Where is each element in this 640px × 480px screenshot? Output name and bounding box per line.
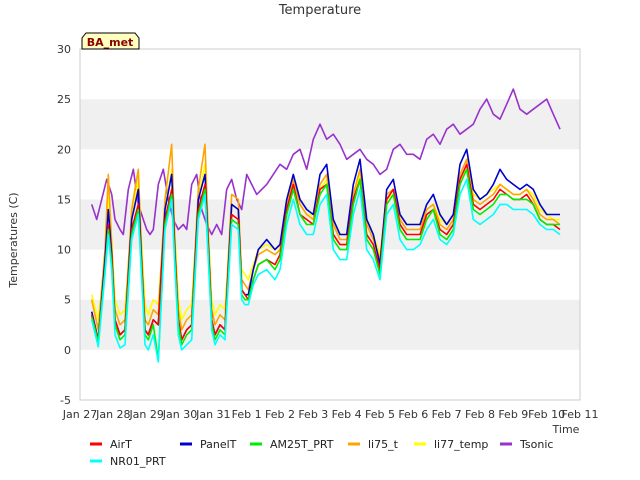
x-tick-label: Feb 5 <box>365 408 395 421</box>
y-axis-title: Temperatures (C) <box>7 192 20 288</box>
legend-item-airt: AirT <box>90 438 132 451</box>
legend-item-panelt: PanelT <box>180 438 237 451</box>
series-line-am25t-prt <box>90 168 560 361</box>
grid-band <box>80 99 580 150</box>
y-tick-label: 0 <box>64 344 71 357</box>
series-lines <box>90 88 561 363</box>
x-tick-label: Feb 8 <box>465 408 495 421</box>
legend-label: li75_t <box>368 438 399 451</box>
x-tick-label: Feb 2 <box>265 408 295 421</box>
x-tick-label: Feb 10 <box>528 408 565 421</box>
x-tick-label: Feb 9 <box>498 408 528 421</box>
x-tick-label: Feb 1 <box>232 408 262 421</box>
grid-band <box>80 249 580 300</box>
y-tick-label: 5 <box>64 294 71 307</box>
legend-label: AM25T_PRT <box>270 438 334 451</box>
y-tick-label: 10 <box>57 244 71 257</box>
x-tick-label: Feb 7 <box>432 408 462 421</box>
x-tick-label: Jan 28 <box>95 408 130 421</box>
station-badge: BA_met <box>81 32 140 50</box>
legend-label: PanelT <box>200 438 237 451</box>
x-axis-title: Time <box>552 423 580 436</box>
y-tick-label: 15 <box>57 193 71 206</box>
x-tick-label: Feb 11 <box>562 408 599 421</box>
series-line-li75-t <box>90 143 561 331</box>
x-tick-label: Jan 29 <box>128 408 163 421</box>
legend-item-li77-temp: li77_temp <box>414 438 488 451</box>
legend-item-tsonic: Tsonic <box>500 438 553 451</box>
legend: AirT PanelT AM25T_PRT li75_t li77_temp Tsonic… <box>90 438 553 468</box>
plot-frame <box>79 48 581 401</box>
y-tick-label: -5 <box>60 394 71 407</box>
badge-box <box>81 32 140 50</box>
grid-band <box>80 349 580 400</box>
chart-title: Temperature <box>278 3 361 18</box>
legend-label: AirT <box>110 438 132 451</box>
x-tick-label: Feb 3 <box>298 408 328 421</box>
series-line-tsonic <box>90 88 561 236</box>
legend-item-nr01-prt: NR01_PRT <box>90 455 166 468</box>
legend-item-am25t-prt: AM25T_PRT <box>250 438 334 451</box>
series-line-nr01-prt <box>90 178 561 363</box>
badge-label: BA_met <box>87 36 134 49</box>
grid-band <box>80 49 580 100</box>
x-tick-label: Jan 27 <box>62 408 97 421</box>
x-tick-label: Jan 31 <box>195 408 230 421</box>
legend-label: NR01_PRT <box>110 455 166 468</box>
x-tick-label: Jan 30 <box>162 408 197 421</box>
legend-label: Tsonic <box>519 438 553 451</box>
grid-band <box>80 299 580 350</box>
y-axis-ticks: -5 0 5 10 15 20 25 30 <box>57 43 71 407</box>
legend-item-li75-t: li75_t <box>348 438 399 451</box>
x-tick-label: Feb 4 <box>332 408 362 421</box>
legend-label: li77_temp <box>434 438 488 451</box>
series-line-airt <box>90 163 561 341</box>
x-tick-label: Feb 6 <box>398 408 428 421</box>
y-tick-label: 25 <box>57 93 71 106</box>
y-tick-label: 30 <box>57 43 71 56</box>
y-tick-label: 20 <box>57 143 71 156</box>
